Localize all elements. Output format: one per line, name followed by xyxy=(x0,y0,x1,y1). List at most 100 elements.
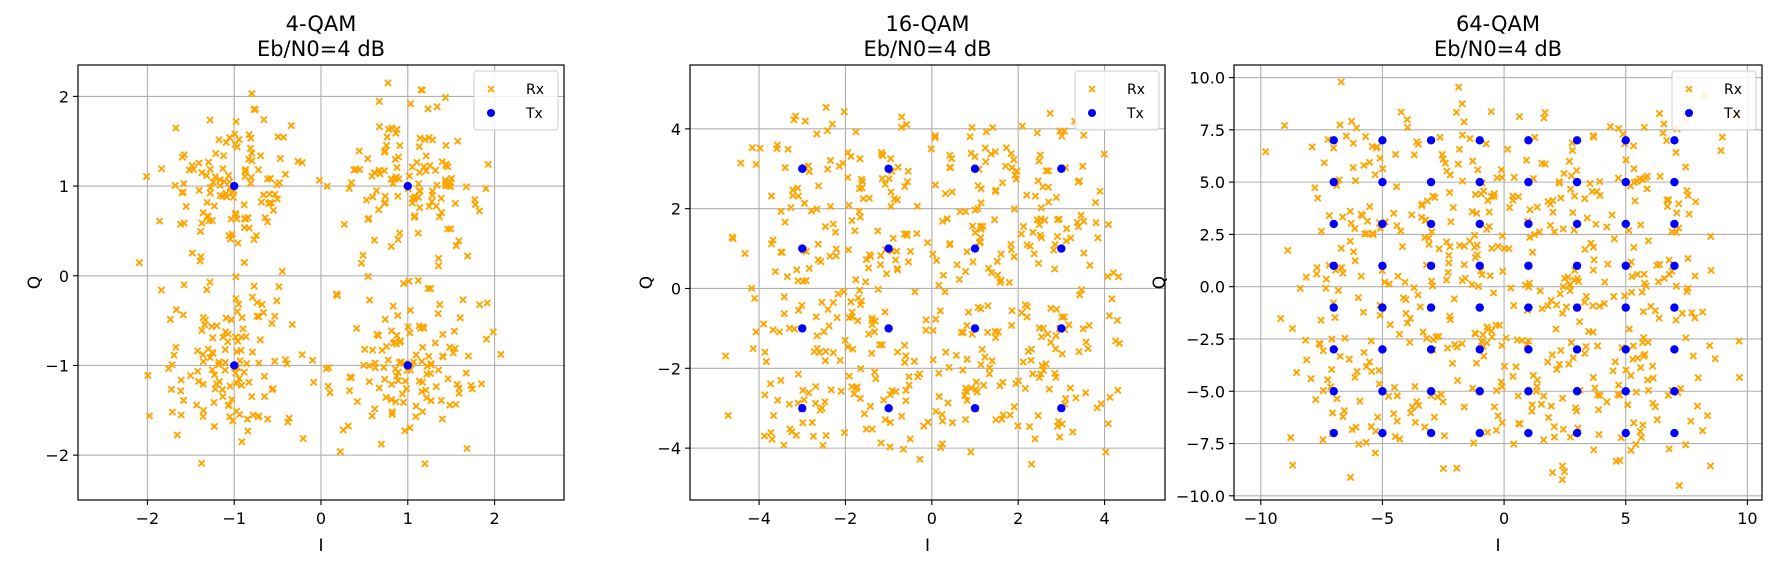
rx-point xyxy=(852,275,860,284)
legend-rx-marker xyxy=(1685,85,1693,93)
rx-point xyxy=(1558,309,1567,318)
rx-point xyxy=(938,410,946,419)
rx-point xyxy=(1442,507,1448,513)
rx-point xyxy=(766,380,775,388)
rx-point xyxy=(195,186,203,195)
x-tick-label: 2 xyxy=(489,509,499,528)
rx-point xyxy=(250,282,258,290)
rx-point xyxy=(900,358,909,367)
rx-point xyxy=(1034,259,1043,268)
rx-point xyxy=(1053,422,1062,430)
rx-point xyxy=(1698,308,1707,316)
tx-point xyxy=(1572,387,1582,396)
rx-point xyxy=(1360,161,1368,170)
rx-point xyxy=(938,217,947,226)
rx-point xyxy=(1662,136,1671,145)
rx-point xyxy=(1510,301,1518,310)
rx-point xyxy=(229,193,238,202)
rx-point xyxy=(199,380,208,389)
rx-point xyxy=(468,385,477,393)
rx-point xyxy=(1589,328,1597,336)
rx-point xyxy=(1509,372,1517,381)
rx-point xyxy=(382,393,390,402)
rx-point xyxy=(381,192,390,201)
rx-point xyxy=(1488,333,1496,341)
rx-point xyxy=(393,125,401,134)
tx-point xyxy=(1475,177,1484,187)
rx-point xyxy=(1026,242,1034,250)
rx-point xyxy=(887,202,895,211)
tx-point xyxy=(1524,219,1533,229)
rx-point xyxy=(1595,177,1604,186)
tx-point xyxy=(1426,261,1436,270)
rx-point xyxy=(1629,342,1638,350)
rx-point xyxy=(1001,162,1010,170)
rx-point xyxy=(781,163,789,172)
rx-point xyxy=(1106,393,1114,402)
rx-point xyxy=(417,85,425,94)
rx-point xyxy=(1689,352,1698,360)
rx-point xyxy=(359,361,368,370)
tx-point xyxy=(970,324,980,333)
rx-point xyxy=(1512,363,1520,371)
rx-point xyxy=(1469,439,1478,447)
tx-point xyxy=(1426,136,1436,145)
tx-point xyxy=(884,244,893,253)
rx-point xyxy=(389,339,398,348)
rx-point xyxy=(818,404,826,412)
rx-point xyxy=(417,357,426,366)
rx-point xyxy=(781,218,789,226)
rx-point xyxy=(721,352,730,360)
rx-point xyxy=(1115,339,1124,348)
rx-point xyxy=(1660,120,1668,128)
rx-point xyxy=(1528,248,1537,257)
rx-point xyxy=(208,334,217,342)
rx-point xyxy=(206,189,214,197)
rx-point xyxy=(1546,221,1555,230)
rx-point xyxy=(829,348,838,357)
rx-point xyxy=(1581,245,1589,254)
tx-point xyxy=(1621,303,1630,312)
rx-point xyxy=(873,227,882,235)
rx-point xyxy=(1085,321,1093,330)
tx-point xyxy=(1524,136,1533,145)
rx-point xyxy=(178,153,187,161)
rx-point xyxy=(1005,278,1014,287)
rx-point xyxy=(878,340,886,349)
rx-point xyxy=(759,320,768,328)
rx-point xyxy=(1446,243,1454,251)
rx-point xyxy=(737,159,745,167)
rx-point xyxy=(906,435,915,443)
rx-point xyxy=(364,272,372,281)
rx-point xyxy=(1614,124,1623,133)
rx-point xyxy=(1365,358,1374,366)
rx-point xyxy=(275,178,284,187)
rx-point xyxy=(1337,78,1345,86)
rx-point xyxy=(1614,174,1623,182)
rx-point xyxy=(1493,174,1501,182)
rx-point xyxy=(943,215,952,223)
rx-point xyxy=(383,133,391,141)
rx-point xyxy=(979,381,988,390)
rx-point xyxy=(1568,146,1577,155)
rx-point xyxy=(905,372,913,381)
rx-point xyxy=(483,299,492,307)
rx-point xyxy=(1547,296,1555,305)
rx-point xyxy=(198,168,206,177)
rx-point xyxy=(497,350,505,359)
rx-point xyxy=(1031,192,1040,200)
rx-point xyxy=(957,328,966,337)
rx-point xyxy=(1362,438,1370,447)
rx-point xyxy=(470,195,479,204)
rx-point xyxy=(1017,230,1026,238)
rx-point xyxy=(1566,185,1575,194)
rx-point xyxy=(855,286,864,295)
rx-point xyxy=(985,363,994,372)
rx-point xyxy=(967,448,975,456)
rx-point xyxy=(1410,283,1418,292)
rx-point xyxy=(1606,122,1615,131)
rx-point xyxy=(1526,205,1534,214)
rx-point xyxy=(1533,376,1542,384)
rx-point xyxy=(956,207,964,216)
rx-point xyxy=(1432,333,1440,341)
